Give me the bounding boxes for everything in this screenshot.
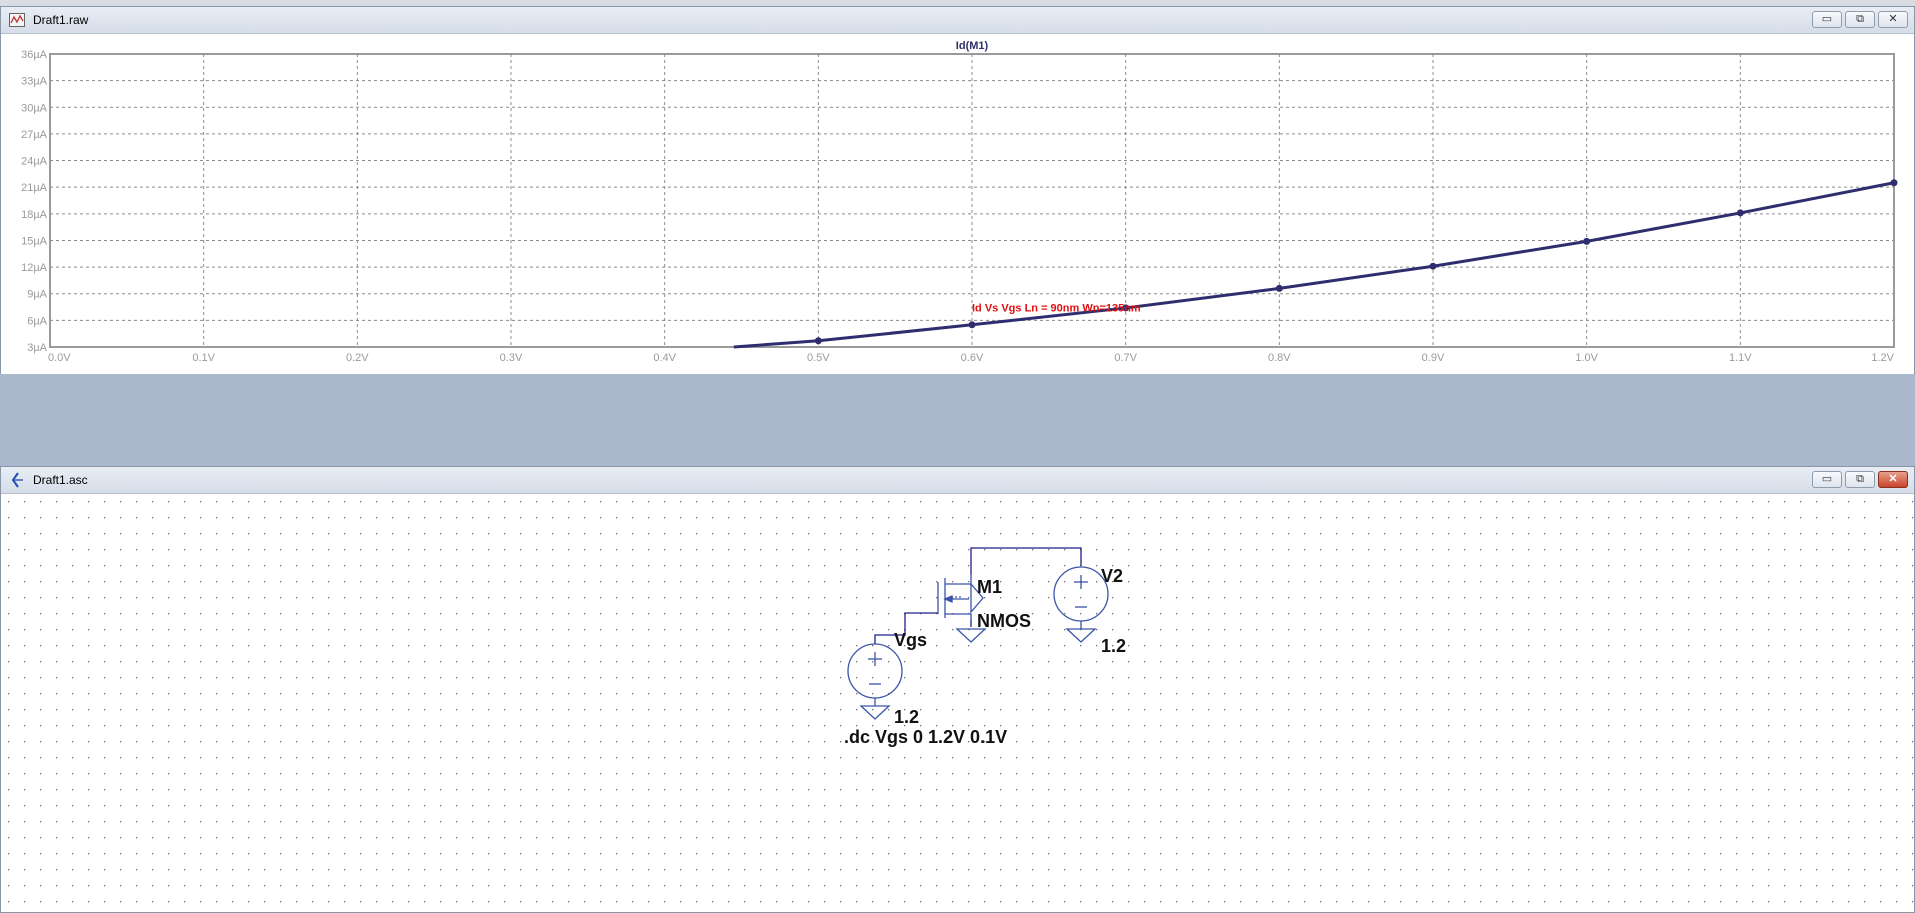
vgs-name-label[interactable]: Vgs <box>894 630 927 650</box>
wires <box>874 547 1082 644</box>
x-tick-label: 1.0V <box>1575 352 1598 364</box>
schematic-canvas[interactable]: M1 NMOS V2 1.2 Vgs 1.2 .dc Vgs 0 1.2V 0.… <box>1 494 1914 912</box>
x-tick-label: 0.7V <box>1114 352 1137 364</box>
schematic-window-titlebar[interactable]: Draft1.asc ▭ ⧉ ✕ <box>1 467 1914 494</box>
x-tick-label: 1.2V <box>1871 352 1894 364</box>
y-tick-label: 9µA <box>27 289 47 301</box>
voltage-source-vgs[interactable] <box>847 643 903 706</box>
plot-window: Draft1.raw ▭ ⧉ ✕ 3µA 6µA 9µA 12µA 15µA 18µA 21… <box>0 6 1915 374</box>
close-button[interactable]: ✕ <box>1878 11 1908 28</box>
mosfet-name-label[interactable]: M1 <box>977 577 1002 597</box>
data-point <box>1275 284 1283 292</box>
v2-value-label[interactable]: 1.2 <box>1101 636 1126 656</box>
series-layer <box>733 179 1898 349</box>
x-tick-label: 0.9V <box>1422 352 1445 364</box>
y-tick-label: 24µA <box>21 156 48 168</box>
voltage-source-v2[interactable] <box>1053 566 1109 629</box>
plot-window-title: Draft1.raw <box>33 13 89 27</box>
data-point <box>1122 304 1130 312</box>
grid <box>50 54 1894 347</box>
y-tick-label: 21µA <box>21 182 48 194</box>
ground-symbol-m1 <box>955 628 987 643</box>
trace-label-idm1[interactable]: Id(M1) <box>956 40 989 52</box>
mosfet-model-label[interactable]: NMOS <box>977 611 1031 631</box>
x-axis-ticks: 0.0V 0.1V 0.2V 0.3V 0.4V 0.5V 0.6V 0.7V 0.8V 0.9V… <box>48 352 1895 364</box>
ground-symbol-v2 <box>1065 628 1097 643</box>
data-point <box>1429 262 1437 270</box>
x-tick-label: 0.3V <box>500 352 523 364</box>
data-point <box>1890 179 1898 187</box>
minimize-button[interactable]: ▭ <box>1812 11 1842 28</box>
x-tick-label: 0.4V <box>653 352 676 364</box>
y-tick-label: 27µA <box>21 129 48 141</box>
nmos-transistor-m1[interactable] <box>937 575 984 620</box>
x-tick-label: 0.5V <box>807 352 830 364</box>
restore-button[interactable]: ⧉ <box>1845 471 1875 488</box>
restore-button[interactable]: ⧉ <box>1845 11 1875 28</box>
y-axis-ticks: 3µA 6µA 9µA 12µA 15µA 18µA 21µA 24µA 27µA 30µA 33µ… <box>21 49 48 354</box>
y-tick-label: 33µA <box>21 76 48 88</box>
schematic-icon <box>11 472 23 488</box>
background-window-strip <box>0 0 1915 6</box>
y-tick-label: 36µA <box>21 49 48 61</box>
y-tick-label: 30µA <box>21 102 48 114</box>
schematic-window: Draft1.asc ▭ ⧉ ✕ <box>0 466 1915 913</box>
minimize-button[interactable]: ▭ <box>1812 471 1842 488</box>
y-tick-label: 15µA <box>21 235 48 247</box>
schematic-window-title: Draft1.asc <box>33 473 88 487</box>
y-tick-label: 3µA <box>27 342 47 354</box>
close-button[interactable]: ✕ <box>1878 471 1908 488</box>
ground-symbol-vgs <box>859 705 891 720</box>
plot-area[interactable]: 3µA 6µA 9µA 12µA 15µA 18µA 21µA 24µA 27µA 30µA 33µ… <box>1 34 1914 374</box>
y-tick-label: 18µA <box>21 209 48 221</box>
data-point <box>814 337 822 345</box>
plot-annotation[interactable]: Id Vs Vgs Ln = 90nm Wn=135nm <box>972 302 1141 314</box>
vgs-value-label[interactable]: 1.2 <box>894 707 919 727</box>
v2-name-label[interactable]: V2 <box>1101 566 1123 586</box>
y-tick-label: 12µA <box>21 262 48 274</box>
x-tick-label: 0.8V <box>1268 352 1291 364</box>
x-tick-label: 0.0V <box>48 352 71 364</box>
data-point <box>1736 209 1744 217</box>
x-tick-label: 0.6V <box>961 352 984 364</box>
x-tick-label: 1.1V <box>1729 352 1752 364</box>
y-tick-label: 6µA <box>27 315 47 327</box>
x-tick-label: 0.1V <box>192 352 215 364</box>
waveform-icon <box>9 13 25 27</box>
data-point <box>968 321 976 329</box>
schematic-grid <box>1 494 1914 912</box>
x-tick-label: 0.2V <box>346 352 369 364</box>
plot-background <box>1 34 1914 374</box>
spice-directive[interactable]: .dc Vgs 0 1.2V 0.1V <box>844 727 1007 747</box>
plot-window-titlebar[interactable]: Draft1.raw ▭ ⧉ ✕ <box>1 7 1914 34</box>
data-point <box>1583 237 1591 245</box>
